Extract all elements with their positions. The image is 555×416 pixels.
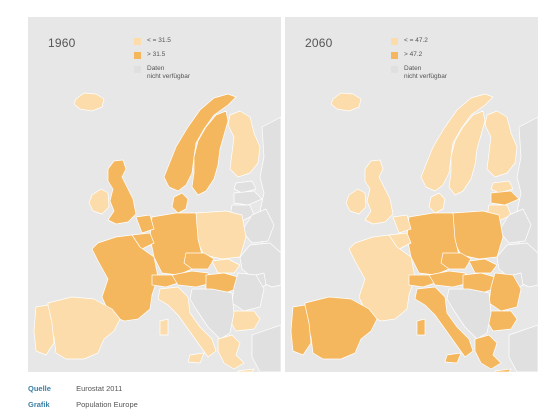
legend-item-low: < = 47.2 <box>391 37 447 45</box>
map-panel-1960: 1960 < = 31.5 > 31.5 Daten nicht verfügb… <box>28 17 281 372</box>
legend-label-nodata-1: Daten <box>404 65 422 72</box>
country-czechia <box>183 252 215 270</box>
legend-label-high: > 31.5 <box>147 51 166 58</box>
country-france <box>348 234 416 322</box>
country-sweden <box>191 110 229 196</box>
country-estonia <box>490 180 514 194</box>
country-latvia <box>233 190 263 206</box>
country-slovakia <box>468 258 498 274</box>
legend-label-nodata-1: Daten <box>147 65 165 72</box>
country-denmark <box>428 192 446 214</box>
legend-item-high: > 47.2 <box>391 51 447 59</box>
legend-label-nodata-2: nicht verfügbar <box>404 73 447 80</box>
map-panel-2060: 2060 < = 47.2 > 47.2 Daten nicht verfügb… <box>285 17 538 372</box>
country-ireland <box>88 188 110 215</box>
country-switzerland <box>151 274 179 288</box>
legend-item-low: < = 31.5 <box>134 37 190 45</box>
country-latvia <box>490 190 520 206</box>
legend-swatch-high <box>134 52 141 59</box>
legend-swatch-nodata <box>134 66 141 73</box>
source-value: Eurostat 2011 <box>76 384 123 393</box>
map-legend: < = 47.2 > 47.2 Daten nicht verfügbar <box>391 37 447 87</box>
legend-item-nodata: Daten nicht verfügbar <box>134 65 190 81</box>
country-ukraine <box>239 242 281 288</box>
source-line: Quelle Eurostat 2011 <box>28 384 122 393</box>
country-poland <box>452 210 504 260</box>
country-norway <box>163 93 237 192</box>
year-label: 1960 <box>48 36 76 50</box>
country-czechia <box>440 252 472 270</box>
graphic-line: Grafik Population Europe <box>28 400 138 409</box>
country-romania <box>231 272 265 312</box>
legend-label-nodata-2: nicht verfügbar <box>147 73 190 80</box>
europe-map-1960 <box>33 92 281 372</box>
legend-swatch-low <box>134 38 141 45</box>
legend-label-low: < = 31.5 <box>147 37 171 44</box>
country-balkans <box>446 288 492 340</box>
country-poland <box>195 210 247 260</box>
legend-item-high: > 31.5 <box>134 51 190 59</box>
country-balkans <box>189 288 235 340</box>
country-greece <box>217 334 255 372</box>
country-greece <box>474 334 512 372</box>
country-estonia <box>233 180 257 194</box>
map-legend: < = 31.5 > 31.5 Daten nicht verfügbar <box>134 37 190 87</box>
country-portugal <box>33 304 55 356</box>
country-finland <box>227 110 261 178</box>
legend-item-nodata: Daten nicht verfügbar <box>391 65 447 81</box>
country-iceland <box>330 92 362 112</box>
graphic-key: Grafik <box>28 400 50 409</box>
source-key: Quelle <box>28 384 51 393</box>
country-bulgaria <box>229 310 261 332</box>
legend-swatch-low <box>391 38 398 45</box>
country-turkey <box>508 324 538 372</box>
legend-label-high: > 47.2 <box>404 51 423 58</box>
graphic-value: Population Europe <box>76 400 138 409</box>
legend-swatch-high <box>391 52 398 59</box>
country-italy <box>157 286 217 364</box>
country-bulgaria <box>486 310 518 332</box>
country-spain <box>47 296 121 360</box>
legend-swatch-nodata <box>391 66 398 73</box>
country-france <box>91 234 159 322</box>
country-uk <box>107 159 137 225</box>
europe-map-2060 <box>290 92 538 372</box>
country-netherlands <box>135 214 155 234</box>
country-sweden <box>448 110 486 196</box>
country-uk <box>364 159 394 225</box>
country-ireland <box>345 188 367 215</box>
country-slovakia <box>211 258 241 274</box>
country-iceland <box>73 92 105 112</box>
year-label: 2060 <box>305 36 333 50</box>
country-denmark <box>171 192 189 214</box>
country-ukraine <box>496 242 538 288</box>
country-netherlands <box>392 214 412 234</box>
country-romania <box>488 272 522 312</box>
legend-label-low: < = 47.2 <box>404 37 428 44</box>
country-finland <box>484 110 518 178</box>
country-portugal <box>290 304 312 356</box>
country-italy <box>414 286 474 364</box>
country-turkey <box>251 324 281 372</box>
country-spain <box>304 296 378 360</box>
country-switzerland <box>408 274 436 288</box>
country-norway <box>420 93 494 192</box>
